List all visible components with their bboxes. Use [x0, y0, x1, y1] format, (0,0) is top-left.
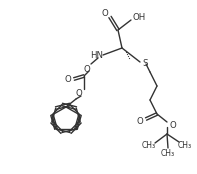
Text: S: S — [142, 58, 148, 68]
Text: O: O — [65, 76, 71, 85]
Text: O: O — [170, 121, 176, 129]
Text: HN: HN — [90, 52, 103, 61]
Text: CH₃: CH₃ — [178, 140, 192, 149]
Text: CH₃: CH₃ — [142, 141, 156, 151]
Text: O: O — [76, 89, 82, 97]
Text: CH₃: CH₃ — [161, 149, 175, 159]
Text: O: O — [102, 9, 108, 18]
Text: O: O — [137, 117, 143, 125]
Text: OH: OH — [132, 14, 146, 22]
Text: O: O — [84, 65, 90, 73]
